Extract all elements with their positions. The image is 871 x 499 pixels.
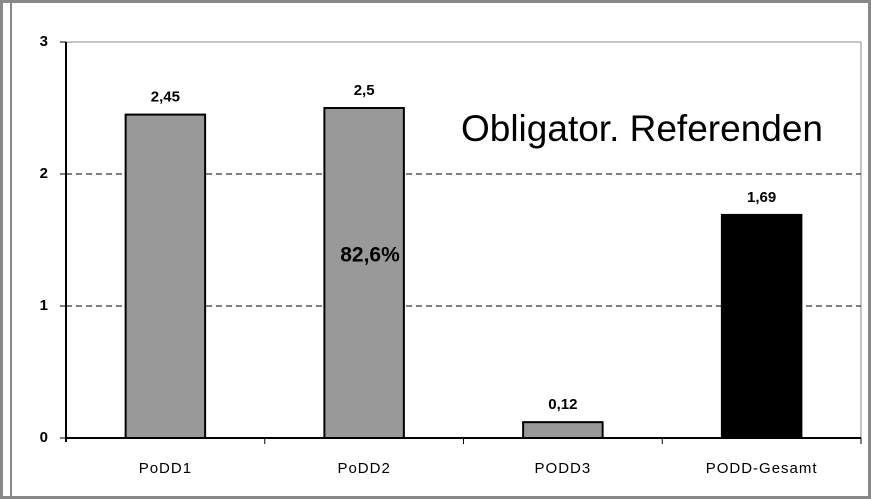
value-label: 0,12 [548, 396, 577, 413]
value-label: 2,5 [354, 82, 375, 99]
y-tick-label: 0 [40, 429, 48, 446]
x-tick-label: PoDD1 [139, 460, 192, 477]
value-label: 2,45 [151, 89, 180, 106]
x-tick-label: PoDD2 [337, 460, 390, 477]
y-tick-label: 1 [40, 297, 48, 314]
bar [522, 421, 604, 440]
y-tick-label: 3 [40, 33, 48, 50]
value-label: 1,69 [747, 189, 776, 206]
annotation: 82,6% [340, 244, 400, 267]
x-tick-label: PODD3 [535, 460, 592, 477]
y-tick-label: 2 [40, 165, 48, 182]
x-tick-label: PODD-Gesamt [706, 460, 818, 477]
bar [720, 213, 803, 439]
bar [124, 113, 207, 439]
bar [323, 107, 405, 439]
chart-title: Obligator. Referenden [461, 108, 823, 149]
